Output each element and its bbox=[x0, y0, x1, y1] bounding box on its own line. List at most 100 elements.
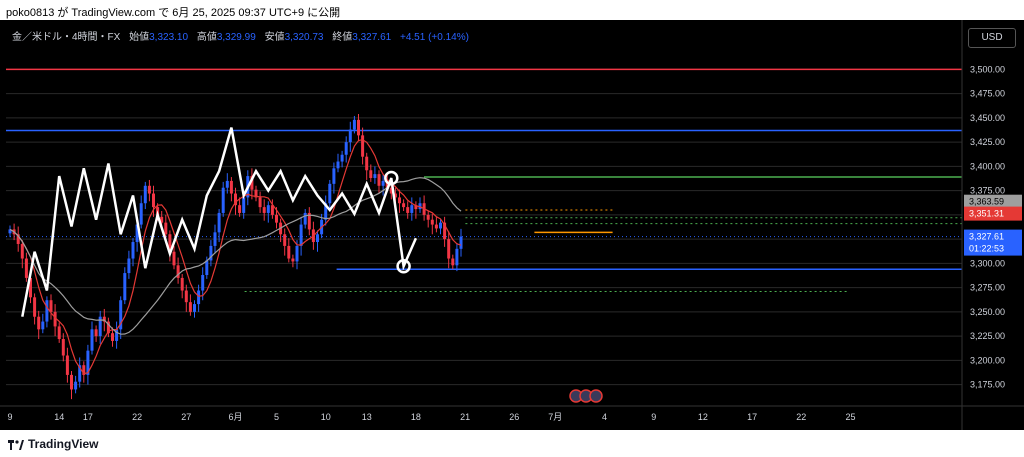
candle-body bbox=[90, 329, 94, 351]
candle-body bbox=[29, 277, 32, 298]
x-tick-label: 14 bbox=[54, 412, 64, 422]
ma-fast-price-tag: 3,351.31 bbox=[969, 209, 1004, 219]
x-tick-label: 6月 bbox=[228, 412, 242, 422]
candle-body bbox=[443, 222, 447, 240]
chart-area[interactable]: 3,175.00 3,200.00 3,225.00 3,250.00 3,275.00… bbox=[0, 20, 1024, 430]
x-tick-label: 9 bbox=[651, 412, 656, 422]
candle-body bbox=[24, 258, 28, 278]
candle-body bbox=[426, 214, 430, 220]
candle-body bbox=[414, 205, 418, 210]
countdown-label: 01:22:53 bbox=[969, 244, 1004, 254]
candle-body bbox=[455, 248, 459, 266]
price-axis-bg bbox=[962, 20, 1024, 430]
candle-body bbox=[119, 300, 123, 330]
ma-fast-price-tag-bg bbox=[964, 206, 1022, 221]
x-tick-label: 18 bbox=[411, 412, 421, 422]
change-value: +4.51 (+0.14%) bbox=[400, 32, 469, 43]
candle-body bbox=[201, 275, 205, 291]
x-tick-label: 9 bbox=[7, 412, 12, 422]
last-price-tag: 3,327.61 bbox=[969, 232, 1004, 242]
candle-body bbox=[225, 180, 229, 188]
candle-body bbox=[324, 203, 328, 220]
candle-body bbox=[33, 297, 37, 317]
y-tick-label: 3,300.00 bbox=[970, 258, 1005, 268]
event-flag-icon bbox=[589, 389, 603, 403]
candle-body bbox=[242, 197, 246, 213]
candle-body bbox=[111, 333, 114, 341]
price-chart[interactable]: 3,175.00 3,200.00 3,225.00 3,250.00 3,275.00… bbox=[0, 20, 1024, 430]
candle-body bbox=[20, 243, 24, 259]
candle-body bbox=[164, 222, 168, 235]
candle-body bbox=[184, 290, 188, 303]
y-tick-label: 3,500.00 bbox=[970, 64, 1005, 74]
candle-body bbox=[123, 273, 127, 301]
candle-body bbox=[344, 142, 348, 155]
candle-body bbox=[270, 205, 274, 215]
candle-body bbox=[451, 258, 455, 266]
candle-body bbox=[217, 212, 221, 233]
candle-body bbox=[299, 224, 303, 246]
x-tick-label: 13 bbox=[362, 412, 372, 422]
candle-body bbox=[86, 350, 90, 375]
ma-slow-price-tag-bg bbox=[964, 194, 1022, 209]
candle-body bbox=[328, 183, 332, 204]
y-tick-label: 3,400.00 bbox=[970, 161, 1005, 171]
candle-body bbox=[152, 193, 155, 208]
last-price-tag-bg bbox=[964, 229, 1022, 256]
high-value: 3,329.99 bbox=[216, 32, 256, 43]
candle-body bbox=[172, 251, 176, 266]
candle-body bbox=[78, 365, 82, 382]
candle-body bbox=[385, 180, 389, 188]
candle-body bbox=[336, 161, 340, 169]
candle-body bbox=[127, 258, 131, 274]
zigzag-drawing bbox=[21, 127, 418, 317]
candle-body bbox=[160, 216, 164, 223]
candle-body bbox=[402, 203, 406, 208]
candle-body bbox=[340, 154, 344, 162]
candle-body bbox=[41, 321, 45, 330]
candle-body bbox=[45, 300, 49, 322]
candle-body bbox=[61, 339, 65, 356]
candle-body bbox=[393, 193, 397, 198]
candle-body bbox=[57, 326, 61, 340]
candle-body bbox=[82, 365, 86, 375]
x-tick-label: 22 bbox=[132, 412, 142, 422]
candle-body bbox=[209, 245, 213, 261]
candle-body bbox=[369, 170, 373, 179]
candle-body bbox=[74, 381, 78, 390]
y-tick-label: 3,425.00 bbox=[970, 137, 1005, 147]
candle-body bbox=[283, 234, 287, 246]
x-tick-label: 10 bbox=[321, 412, 331, 422]
candle-body bbox=[53, 311, 57, 327]
candle-body bbox=[168, 234, 172, 252]
y-tick-label: 3,200.00 bbox=[970, 355, 1005, 365]
candle-body bbox=[361, 135, 365, 157]
brand-name: TradingView bbox=[28, 437, 99, 451]
symbol-legend: 金／米ドル・4時間・FX 始値3,323.10 高値3,329.99 安値3,3… bbox=[12, 28, 469, 43]
candle-body bbox=[135, 224, 139, 243]
ma-slow-price-tag: 3,363.59 bbox=[969, 197, 1004, 207]
candle-body bbox=[98, 316, 102, 337]
moving-average-slow bbox=[9, 177, 462, 335]
footer-bar: TradingView bbox=[0, 430, 1024, 457]
open-value: 3,323.10 bbox=[149, 32, 189, 43]
marker-circle bbox=[396, 259, 411, 274]
x-tick-label: 26 bbox=[509, 412, 519, 422]
candle-body bbox=[447, 239, 451, 259]
candle-body bbox=[205, 260, 209, 276]
candle-body bbox=[193, 304, 196, 312]
x-tick-label: 17 bbox=[747, 412, 757, 422]
candle-body bbox=[258, 197, 262, 208]
publish-caption: poko0813 が TradingView.com で 6月 25, 2025… bbox=[6, 7, 341, 19]
currency-button[interactable]: USD bbox=[968, 28, 1016, 48]
candle-body bbox=[188, 302, 192, 312]
x-tick-label: 17 bbox=[83, 412, 93, 422]
publish-caption-bar: poko0813 が TradingView.com で 6月 25, 2025… bbox=[0, 0, 1024, 20]
tradingview-logo: TradingView bbox=[8, 437, 98, 451]
x-tick-label: 5 bbox=[274, 412, 279, 422]
open-label: 始値 bbox=[129, 32, 150, 43]
candle-body bbox=[262, 207, 266, 213]
y-tick-label: 3,225.00 bbox=[970, 331, 1005, 341]
candle-body bbox=[357, 119, 360, 136]
y-tick-label: 3,175.00 bbox=[970, 380, 1005, 390]
